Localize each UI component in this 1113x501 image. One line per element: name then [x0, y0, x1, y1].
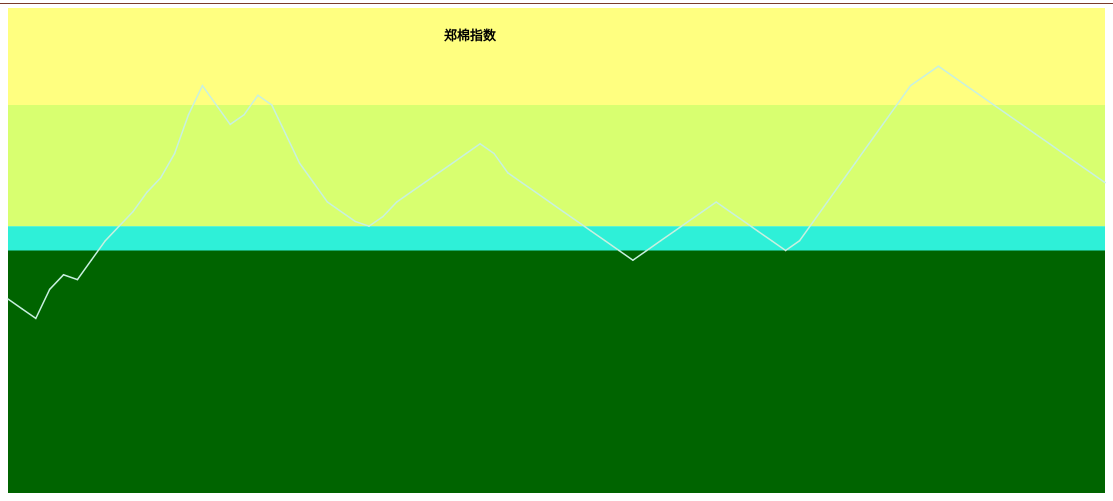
series-line-0	[7, 65, 1106, 320]
data-point	[632, 259, 634, 262]
data-point	[1048, 143, 1051, 145]
data-point	[590, 230, 593, 232]
data-point	[437, 172, 440, 174]
data-point	[729, 210, 731, 213]
data-point	[784, 249, 787, 252]
data-point	[354, 220, 356, 223]
data-point	[76, 278, 79, 281]
data-point	[798, 240, 801, 242]
data-point	[923, 75, 926, 77]
data-point	[548, 201, 551, 203]
data-point	[7, 298, 9, 300]
data-point	[979, 94, 981, 97]
data-point	[62, 273, 65, 276]
top-border-line	[0, 3, 1113, 4]
data-point	[826, 201, 829, 203]
data-point	[882, 123, 884, 126]
background-bands	[8, 8, 1105, 493]
data-point	[368, 225, 370, 228]
data-point	[312, 181, 315, 184]
data-point	[965, 84, 967, 87]
data-point	[951, 75, 954, 77]
data-point	[382, 215, 384, 218]
data-point	[1006, 113, 1009, 116]
data-point	[520, 181, 523, 184]
data-point	[659, 240, 662, 242]
data-point	[770, 240, 773, 242]
band-lime	[8, 105, 1105, 227]
data-point	[451, 162, 454, 164]
series-layer	[7, 65, 1106, 320]
data-point	[937, 65, 940, 67]
data-point	[284, 133, 287, 135]
data-point	[48, 288, 51, 291]
data-point	[1104, 181, 1106, 184]
data-point	[173, 152, 176, 155]
data-point	[326, 201, 329, 203]
data-point	[396, 201, 398, 203]
data-point	[146, 191, 148, 194]
data-point	[757, 230, 759, 232]
data-point	[715, 201, 717, 203]
data-point	[340, 210, 343, 213]
band-yellow	[8, 8, 1105, 105]
data-point	[21, 307, 23, 310]
data-point	[701, 210, 704, 213]
data-point	[423, 181, 426, 184]
data-point	[187, 113, 190, 116]
data-point	[576, 220, 579, 223]
data-point	[562, 210, 565, 213]
data-point	[1020, 123, 1023, 126]
data-point	[645, 249, 648, 252]
data-point	[271, 104, 273, 106]
data-point	[1062, 152, 1065, 155]
data-point	[409, 191, 412, 194]
band-dark-green	[8, 250, 1105, 493]
chart-title: 郑棉指数	[444, 28, 497, 44]
data-point	[34, 317, 37, 320]
data-point	[479, 143, 481, 145]
data-point	[465, 152, 468, 155]
data-point	[132, 210, 134, 213]
data-point	[257, 94, 259, 97]
data-point	[1090, 172, 1092, 174]
data-point	[687, 220, 690, 223]
band-cyan	[8, 226, 1105, 251]
data-point	[298, 162, 301, 164]
data-point	[118, 225, 120, 228]
data-point	[1076, 162, 1079, 164]
data-point	[90, 259, 93, 262]
data-point	[604, 240, 606, 242]
data-point	[159, 176, 162, 179]
data-point	[104, 240, 107, 242]
data-point	[840, 181, 842, 184]
data-point	[618, 249, 620, 252]
data-point	[743, 220, 745, 223]
data-point	[895, 104, 898, 106]
data-point	[854, 162, 856, 164]
data-point	[993, 104, 995, 106]
data-point	[215, 104, 218, 106]
data-point	[243, 113, 245, 116]
data-point	[909, 84, 912, 87]
data-point	[493, 152, 495, 155]
data-point	[812, 220, 815, 223]
data-point	[229, 123, 231, 126]
data-point	[1034, 133, 1037, 135]
data-point	[507, 172, 509, 174]
data-point	[534, 191, 537, 194]
data-point	[673, 230, 676, 232]
data-point	[201, 84, 204, 87]
data-point	[868, 143, 870, 145]
